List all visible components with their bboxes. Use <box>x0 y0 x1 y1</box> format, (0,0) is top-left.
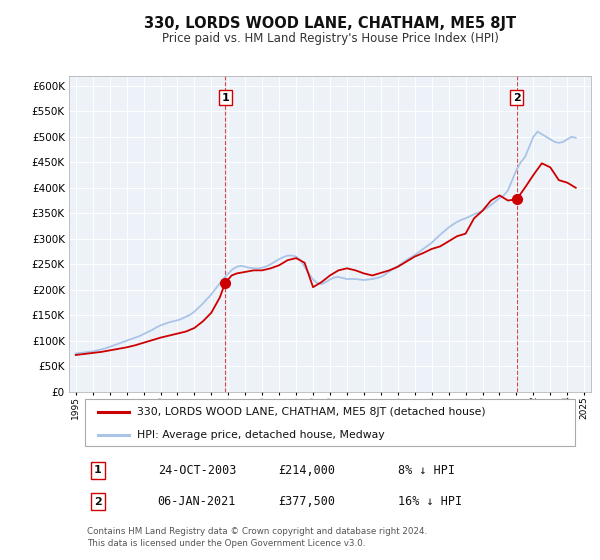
Text: 2: 2 <box>513 93 521 102</box>
Text: 06-JAN-2021: 06-JAN-2021 <box>158 495 236 508</box>
Text: 1: 1 <box>221 93 229 102</box>
Text: HPI: Average price, detached house, Medway: HPI: Average price, detached house, Medw… <box>137 430 385 440</box>
Text: 330, LORDS WOOD LANE, CHATHAM, ME5 8JT: 330, LORDS WOOD LANE, CHATHAM, ME5 8JT <box>144 16 516 31</box>
Text: 2: 2 <box>94 497 101 507</box>
Text: 24-OCT-2003: 24-OCT-2003 <box>158 464 236 477</box>
Text: Contains HM Land Registry data © Crown copyright and database right 2024.
This d: Contains HM Land Registry data © Crown c… <box>87 526 427 548</box>
Text: Price paid vs. HM Land Registry's House Price Index (HPI): Price paid vs. HM Land Registry's House … <box>161 32 499 45</box>
Text: 16% ↓ HPI: 16% ↓ HPI <box>398 495 462 508</box>
Text: £377,500: £377,500 <box>278 495 335 508</box>
Text: 1: 1 <box>94 465 101 475</box>
Text: £214,000: £214,000 <box>278 464 335 477</box>
Text: 330, LORDS WOOD LANE, CHATHAM, ME5 8JT (detached house): 330, LORDS WOOD LANE, CHATHAM, ME5 8JT (… <box>137 407 485 417</box>
Text: 8% ↓ HPI: 8% ↓ HPI <box>398 464 455 477</box>
